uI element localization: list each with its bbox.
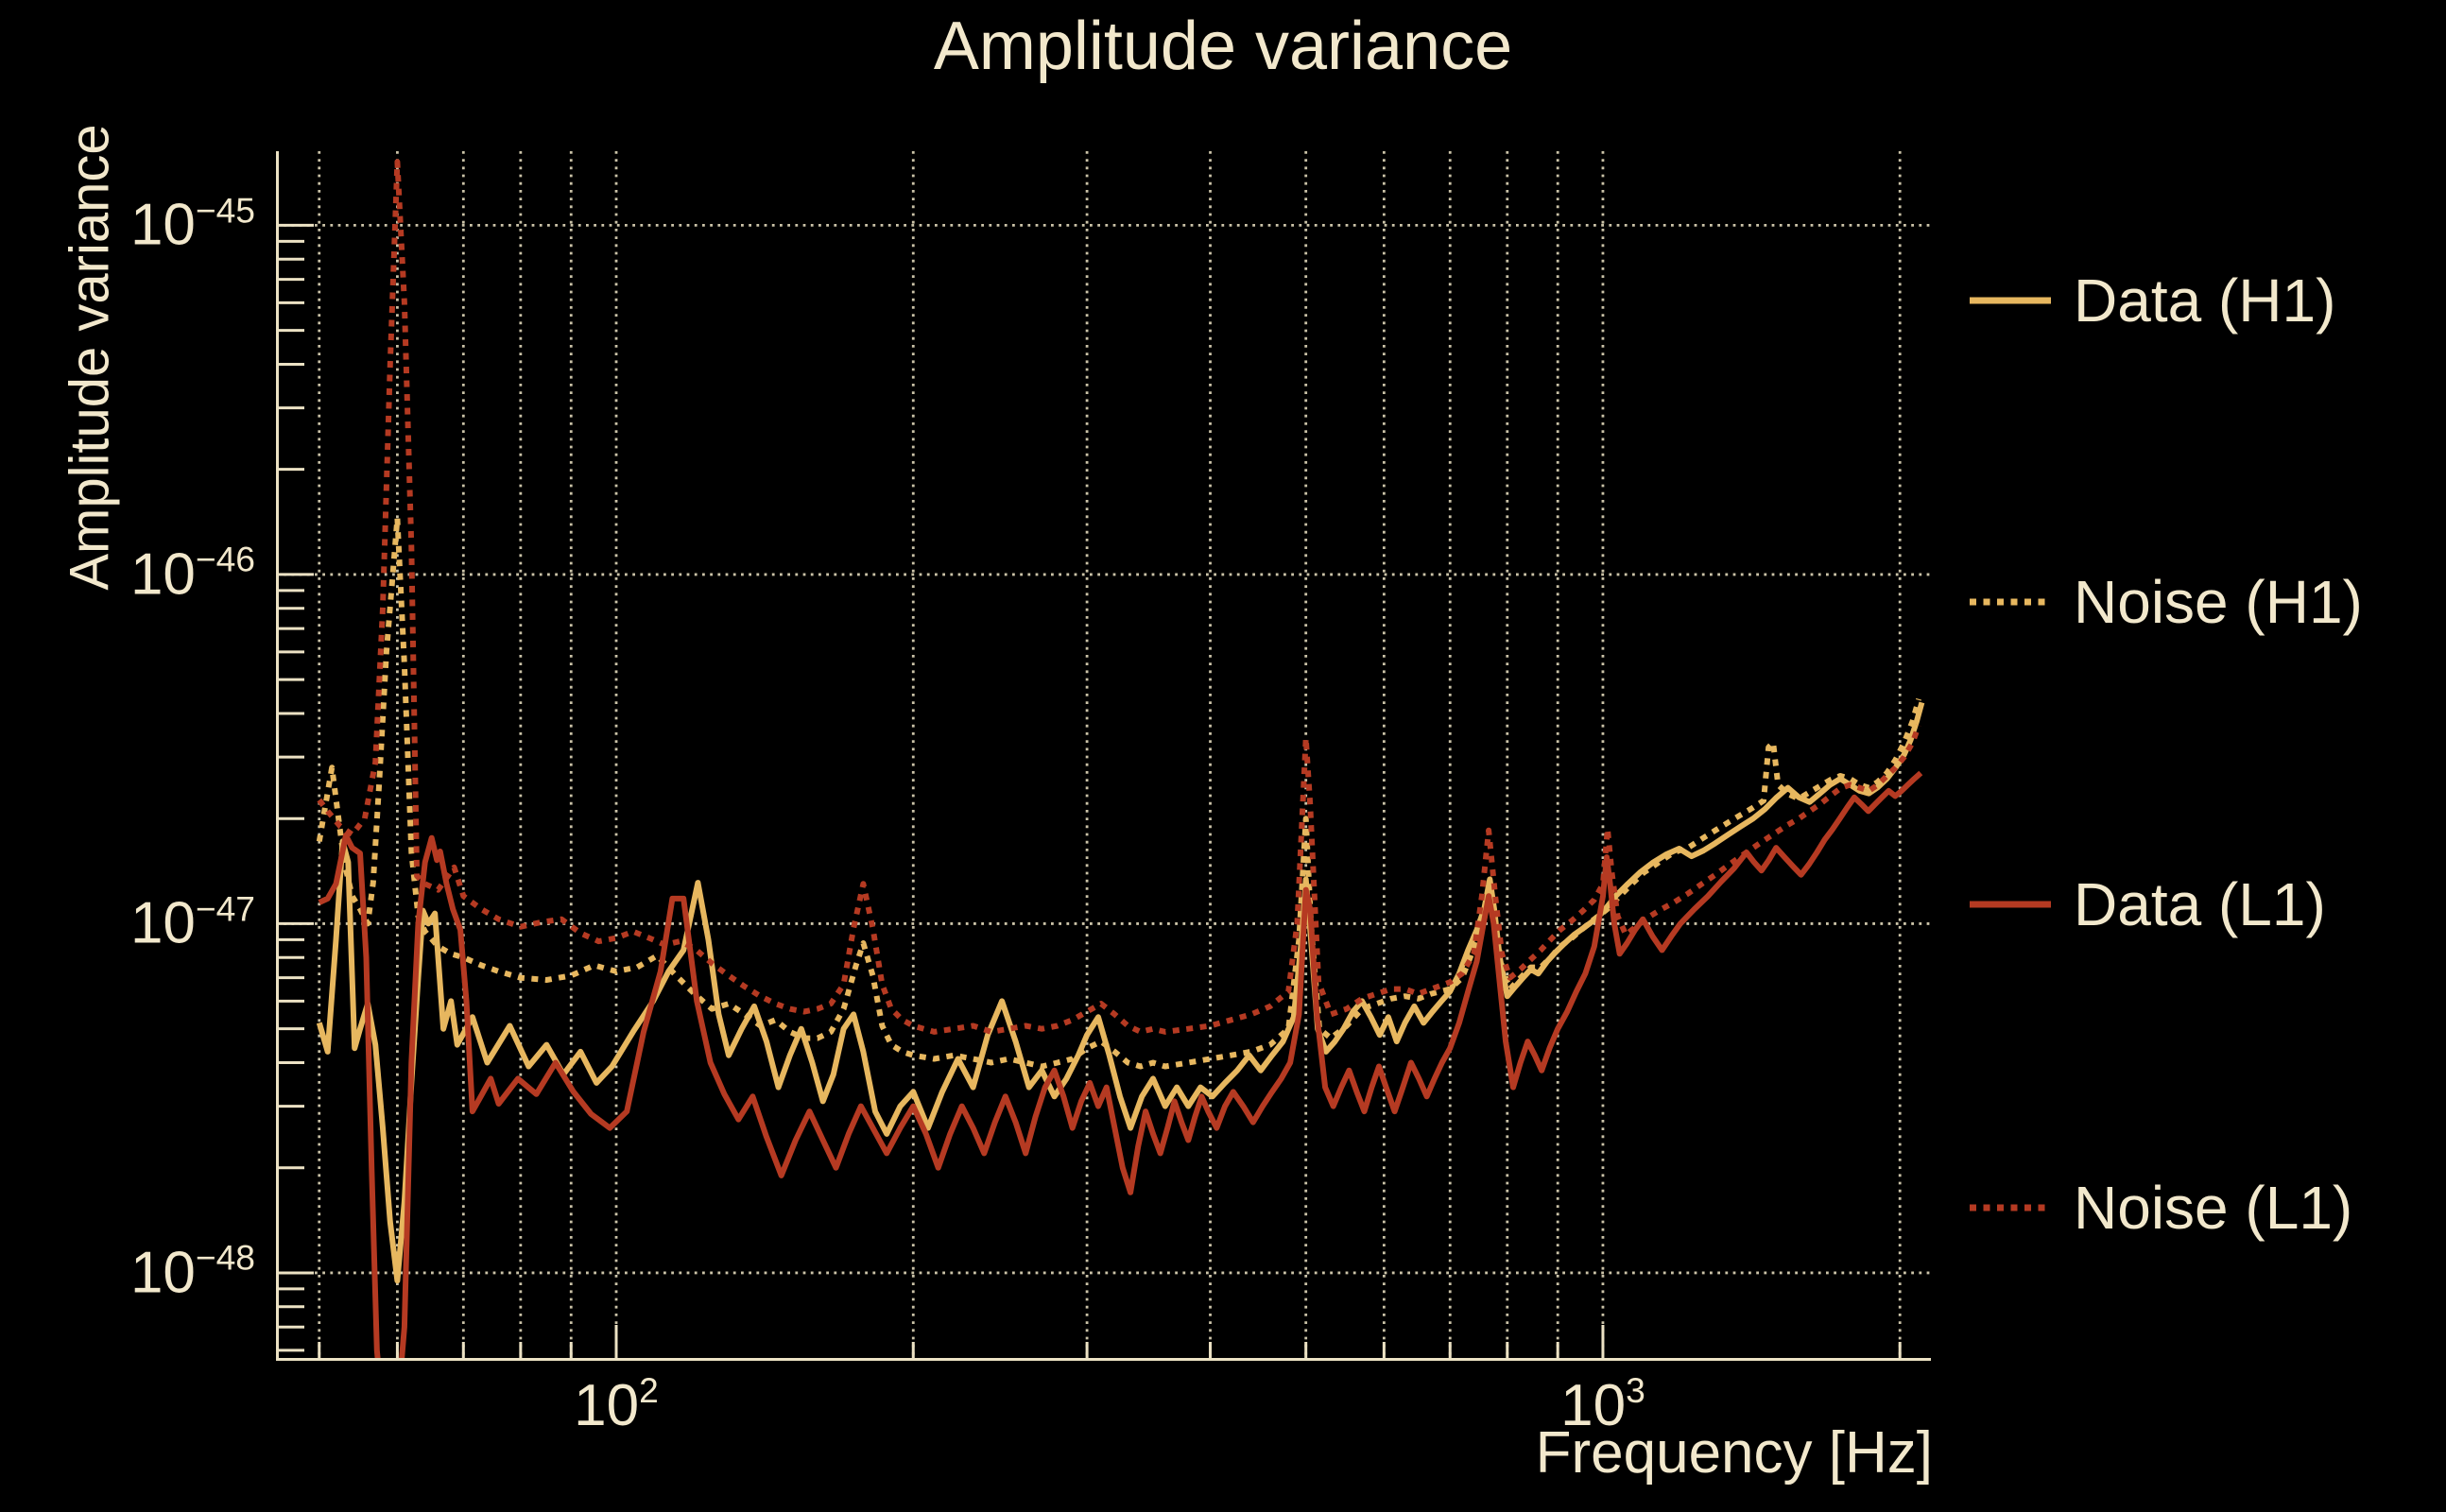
series-line-noise-l1 — [317, 159, 1922, 1035]
y-tick-label-1e−45: 10−45 — [129, 190, 255, 258]
y-tick-label-1e−46: 10−46 — [129, 539, 255, 608]
legend-item-noise-h1: Noise (H1) — [1968, 562, 2363, 642]
x-axis-label: Frequency [Hz] — [1535, 1420, 1933, 1486]
legend-sample-line-noise-h1 — [1970, 598, 2051, 606]
plot-area — [276, 151, 1931, 1361]
series-line-data-h1 — [316, 701, 1925, 1284]
series-line-noise-h1 — [316, 515, 1922, 1070]
legend-label-data-l1: Data (L1) — [2074, 870, 2326, 938]
legend-item-data-l1: Data (L1) — [1968, 865, 2326, 944]
legend-label-data-h1: Data (H1) — [2074, 266, 2336, 335]
legend-sample-line-data-l1 — [1970, 901, 2051, 908]
chart-title: Amplitude variance — [933, 9, 1513, 84]
legend-item-noise-l1: Noise (L1) — [1968, 1168, 2352, 1247]
legend-sample-line-noise-l1 — [1970, 1204, 2051, 1211]
series-line-data-l1 — [318, 770, 1923, 1361]
x-tick-label-1e2: 102 — [574, 1370, 659, 1438]
y-tick-label-1e−48: 10−48 — [129, 1237, 255, 1306]
y-tick-label-1e−47: 10−47 — [129, 888, 255, 956]
legend-label-noise-l1: Noise (L1) — [2074, 1174, 2353, 1242]
legend-sample-line-data-h1 — [1970, 297, 2051, 304]
legend-label-noise-h1: Noise (H1) — [2074, 568, 2363, 636]
legend-item-data-h1: Data (H1) — [1968, 261, 2335, 340]
x-tick-label-1e3: 103 — [1560, 1370, 1645, 1438]
